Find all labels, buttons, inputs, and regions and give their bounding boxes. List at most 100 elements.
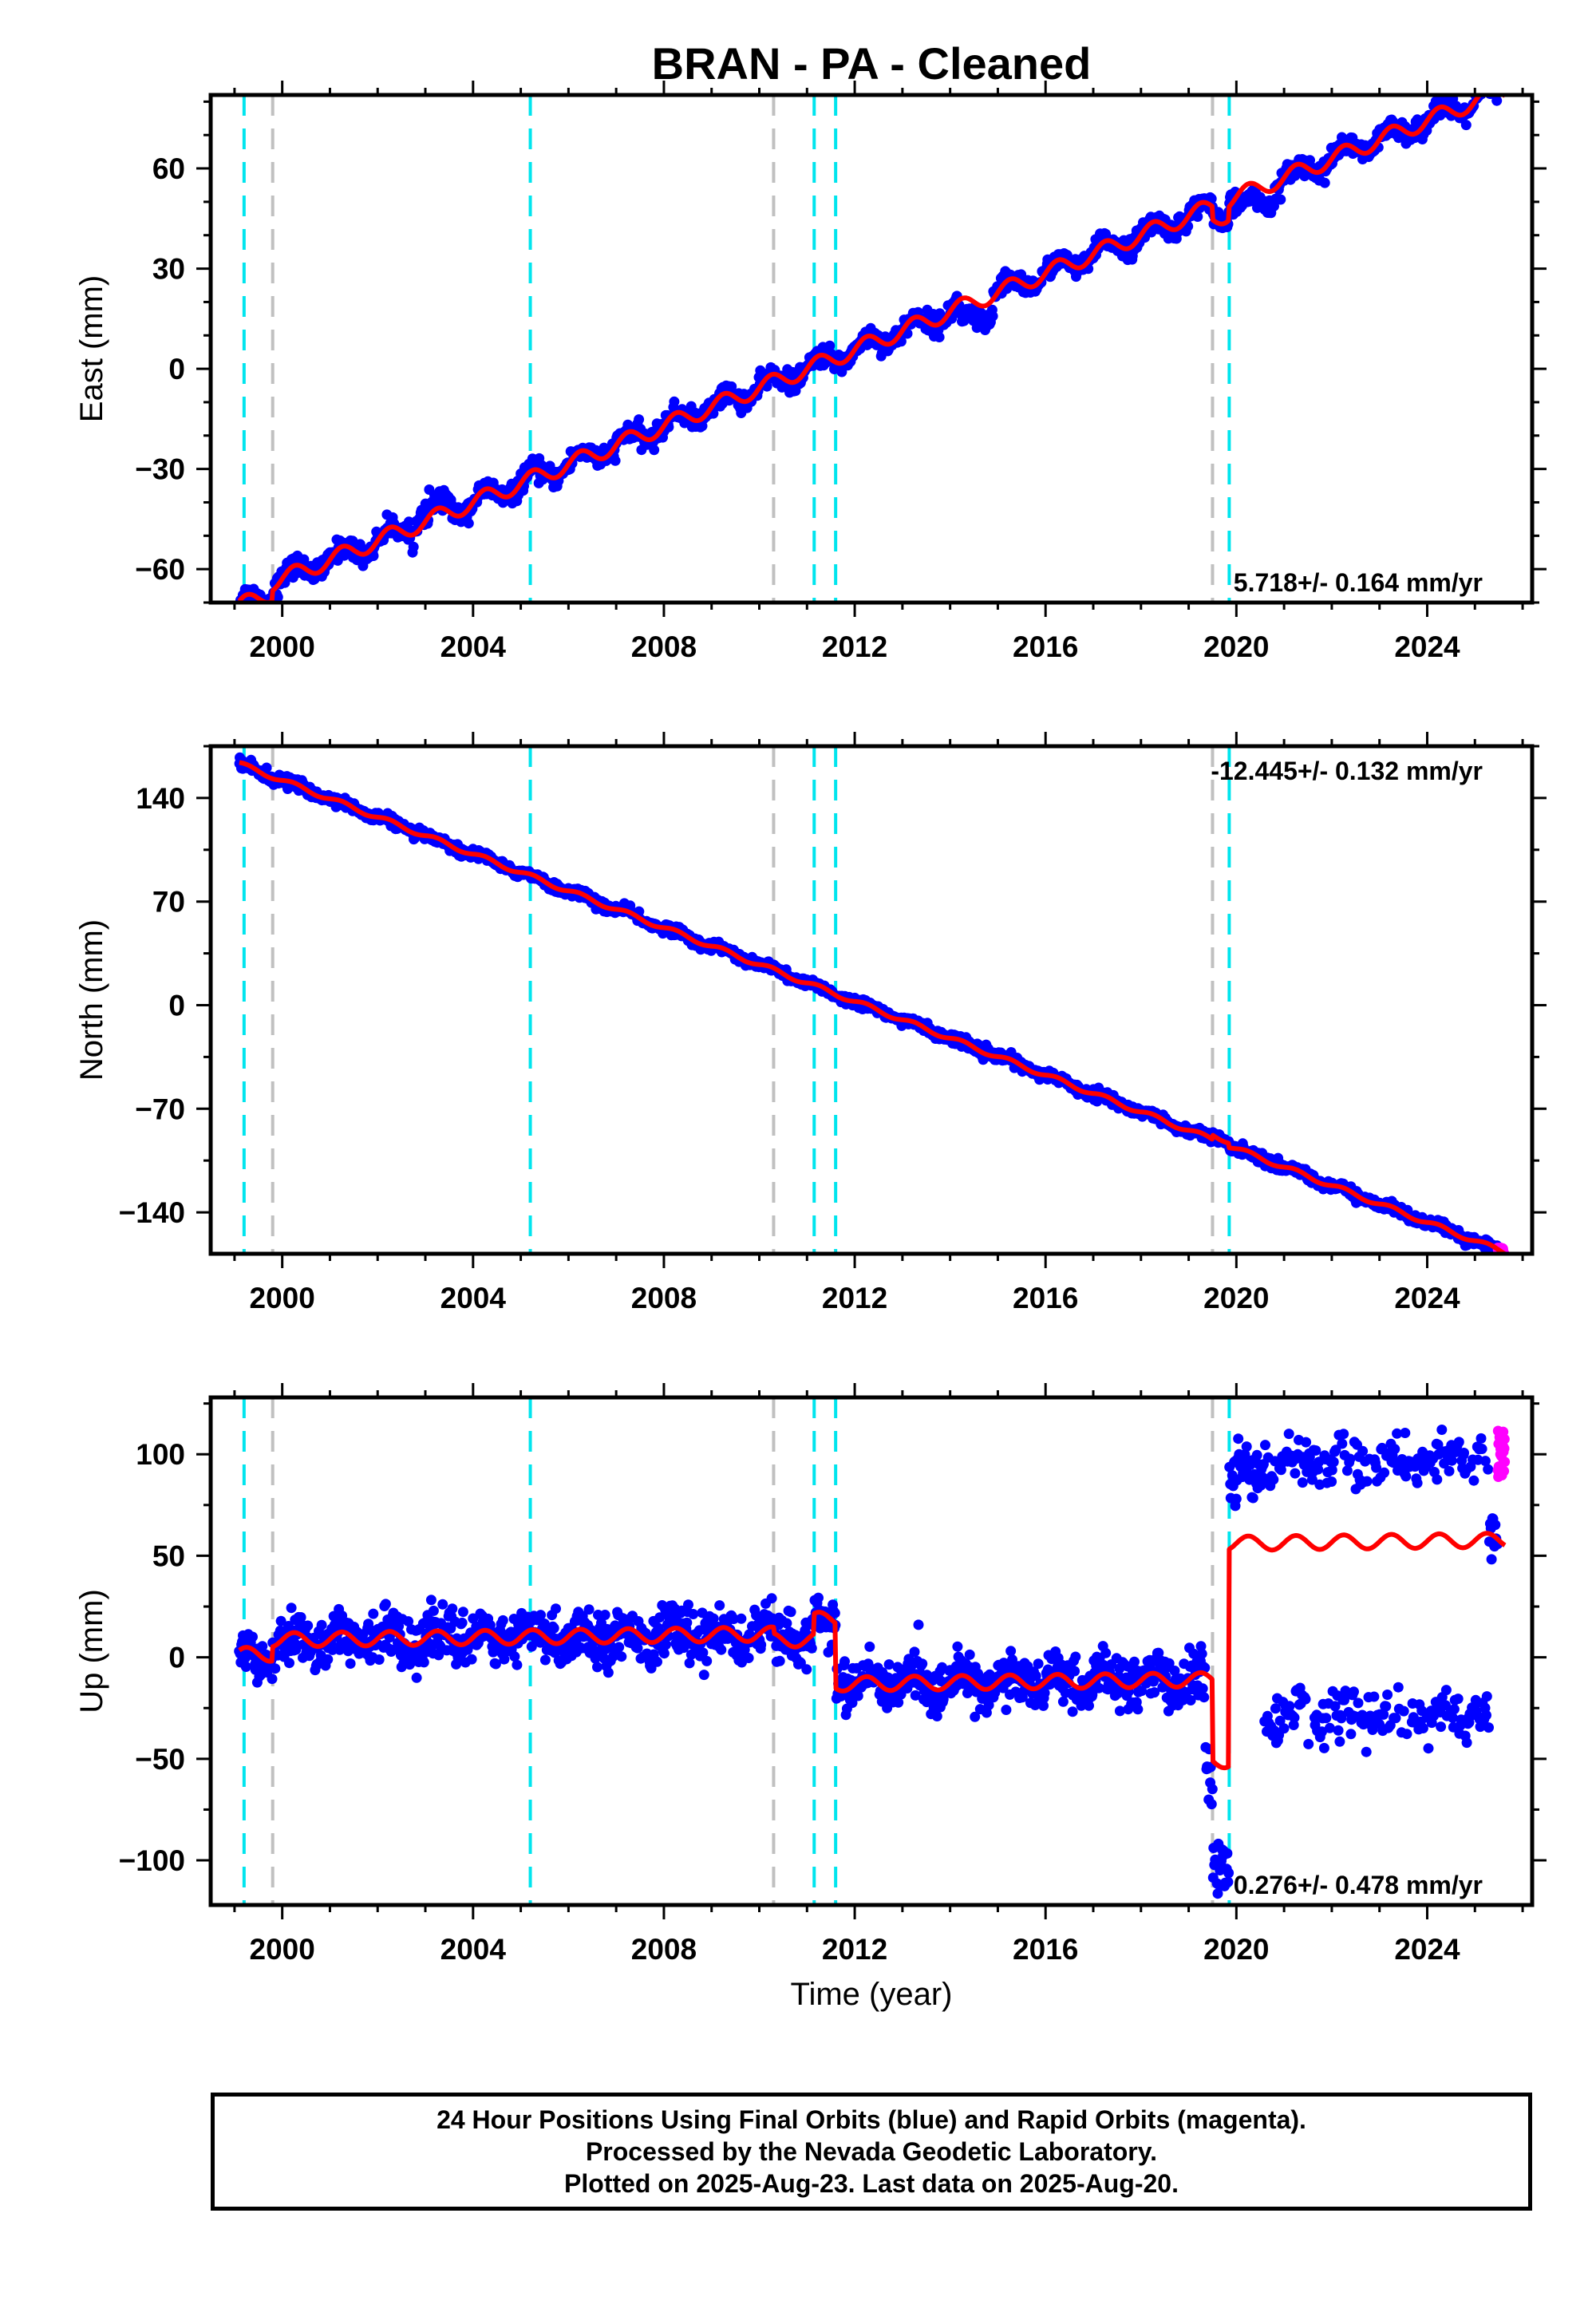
final-orbit-point bbox=[813, 1592, 824, 1603]
final-orbit-point bbox=[270, 1663, 281, 1674]
final-orbit-point bbox=[437, 1599, 448, 1610]
final-orbit-point bbox=[1319, 177, 1330, 188]
final-orbit-point bbox=[634, 414, 645, 425]
final-orbit-point bbox=[1197, 1683, 1208, 1694]
final-orbit-point bbox=[1483, 80, 1494, 90]
plot-area bbox=[234, 746, 1511, 1254]
final-orbit-point bbox=[264, 605, 275, 615]
rapid-orbit-point bbox=[1496, 66, 1507, 77]
rapid-orbit-point bbox=[1493, 59, 1503, 69]
final-orbit-point bbox=[592, 1662, 602, 1673]
x-tick-label: 2012 bbox=[822, 1282, 887, 1314]
rate-annotation: 5.718+/- 0.164 mm/yr bbox=[1234, 568, 1483, 597]
final-orbit-point bbox=[1482, 78, 1492, 89]
final-orbit-point bbox=[824, 340, 836, 351]
final-orbit-point bbox=[1057, 1696, 1069, 1707]
y-tick-label: 140 bbox=[136, 782, 185, 815]
x-tick-label: 2008 bbox=[631, 1282, 697, 1314]
x-tick-label: 2024 bbox=[1394, 630, 1460, 663]
final-orbit-point bbox=[1489, 84, 1499, 94]
rapid-orbit-point bbox=[1495, 66, 1506, 77]
final-orbit-point bbox=[368, 1608, 379, 1619]
final-orbit-point bbox=[909, 1646, 920, 1658]
rapid-orbit-point bbox=[1496, 66, 1507, 77]
final-orbit-point bbox=[1070, 1651, 1081, 1662]
y-tick-label: 0 bbox=[168, 989, 185, 1022]
final-orbit-point bbox=[284, 1658, 294, 1669]
rapid-orbit-point bbox=[1494, 66, 1504, 77]
final-orbit-point bbox=[457, 1607, 468, 1618]
final-orbit-point bbox=[934, 332, 945, 342]
final-orbit-point bbox=[286, 1603, 297, 1614]
rapid-orbit-point bbox=[1499, 66, 1509, 77]
rapid-orbit-point bbox=[1498, 65, 1508, 76]
final-orbit-point bbox=[864, 1641, 875, 1652]
final-orbit-point bbox=[373, 1654, 385, 1665]
final-orbit-point bbox=[1192, 211, 1203, 222]
final-orbit-point bbox=[1033, 1658, 1044, 1670]
model-fit-line bbox=[238, 760, 1507, 1254]
final-orbit-point bbox=[688, 1609, 699, 1619]
final-orbit-point bbox=[298, 554, 310, 565]
final-orbit-point bbox=[368, 551, 379, 561]
x-tick-label: 2016 bbox=[1013, 630, 1078, 663]
final-orbit-point bbox=[1206, 193, 1217, 204]
final-orbit-point bbox=[411, 1672, 422, 1683]
rapid-orbit-point bbox=[1493, 77, 1503, 88]
final-orbit-point bbox=[1206, 1799, 1217, 1810]
final-orbit-point bbox=[1199, 1692, 1210, 1703]
final-orbit-point bbox=[267, 605, 278, 615]
final-orbit-point bbox=[1487, 84, 1498, 94]
rapid-orbit-points bbox=[1493, 59, 1511, 89]
final-orbit-point bbox=[316, 1619, 327, 1630]
y-axis-label: East (mm) bbox=[74, 275, 109, 422]
rapid-orbit-point bbox=[1497, 66, 1507, 77]
final-orbit-point bbox=[1478, 82, 1488, 93]
rapid-orbit-point bbox=[1493, 68, 1503, 78]
final-orbit-point bbox=[302, 1620, 314, 1631]
final-orbit-point bbox=[1487, 79, 1497, 89]
y-tick-label: −30 bbox=[135, 453, 185, 486]
final-orbit-point bbox=[649, 445, 660, 456]
final-orbit-point bbox=[714, 1600, 725, 1611]
final-orbit-point bbox=[658, 1648, 670, 1659]
plot-area bbox=[234, 1397, 1511, 1905]
final-orbit-point bbox=[839, 1656, 850, 1667]
rapid-orbit-point bbox=[1499, 67, 1509, 77]
y-tick-label: −70 bbox=[135, 1093, 185, 1125]
y-tick-label: 70 bbox=[152, 886, 185, 919]
final-orbit-point bbox=[403, 516, 414, 528]
rapid-orbit-point bbox=[1493, 65, 1503, 76]
chart-title: BRAN - PA - Cleaned bbox=[652, 38, 1092, 89]
x-tick-label: 2004 bbox=[440, 630, 507, 663]
final-orbit-point bbox=[785, 1607, 796, 1618]
final-orbit-point bbox=[272, 591, 283, 603]
final-orbit-point bbox=[652, 1656, 662, 1667]
final-orbit-point bbox=[632, 1642, 643, 1654]
final-orbit-point bbox=[614, 1642, 625, 1653]
final-orbit-point bbox=[698, 1670, 709, 1681]
final-orbit-point bbox=[345, 1658, 356, 1669]
rapid-orbit-point bbox=[1495, 71, 1505, 81]
final-orbit-point bbox=[964, 1649, 975, 1660]
final-orbit-point bbox=[1084, 1700, 1094, 1711]
final-orbit-point bbox=[380, 1599, 391, 1610]
model-fit-line bbox=[237, 95, 1507, 603]
rapid-orbit-point bbox=[1495, 67, 1506, 77]
final-orbit-point bbox=[736, 1613, 747, 1624]
rapid-orbit-point bbox=[1499, 69, 1510, 80]
final-orbit-point bbox=[1479, 83, 1490, 93]
final-orbit-point bbox=[1005, 1646, 1017, 1657]
final-orbit-point bbox=[456, 1617, 468, 1628]
final-orbit-point bbox=[913, 1619, 924, 1630]
final-orbit-point bbox=[1275, 194, 1286, 205]
final-orbit-point bbox=[766, 1593, 777, 1604]
x-tick-label: 2016 bbox=[1013, 1282, 1078, 1314]
final-orbit-point bbox=[1001, 1705, 1012, 1715]
rapid-orbit-point bbox=[1498, 66, 1508, 77]
final-orbit-point bbox=[408, 541, 419, 552]
rapid-orbit-point bbox=[1499, 73, 1509, 83]
